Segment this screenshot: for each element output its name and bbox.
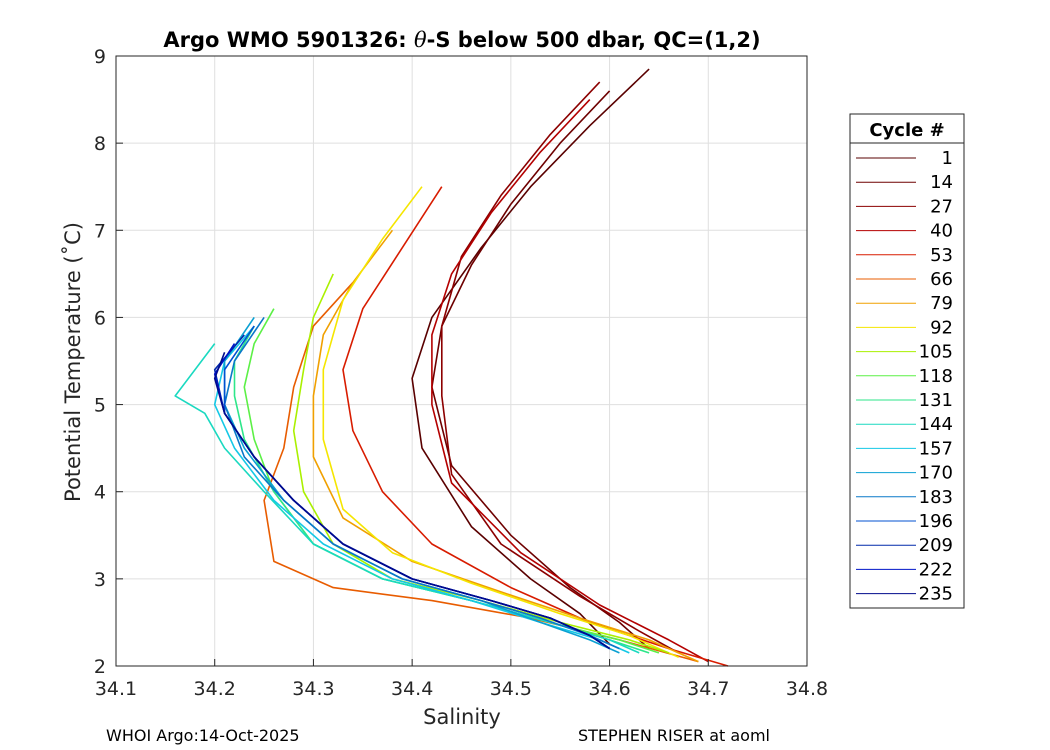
legend-label: 105 <box>919 342 953 363</box>
series-lines <box>174 68 729 667</box>
plot-area <box>116 56 807 666</box>
legend-label: 40 <box>930 221 953 242</box>
series-line-cycle-92 <box>322 186 680 659</box>
legend-entry: 222 <box>856 559 953 580</box>
legend-entry: 209 <box>856 535 953 556</box>
legend-label: 79 <box>930 293 953 314</box>
title-suffix: -S below 500 dbar, QC=(1,2) <box>427 28 761 52</box>
x-tick-label: 34.3 <box>292 678 334 700</box>
legend-label: 53 <box>930 245 953 266</box>
legend-label: 157 <box>919 438 953 459</box>
legend-title: Cycle # <box>869 120 944 141</box>
x-tick-label: 34.1 <box>95 678 137 700</box>
title-theta-symbol: θ <box>414 28 427 52</box>
y-axis-label: Potential Temperature (˚C) <box>61 222 85 502</box>
legend-entry: 105 <box>856 342 953 363</box>
y-tick-label: 6 <box>94 307 106 329</box>
x-tick-labels: 34.1 34.2 34.3 34.4 34.5 34.6 34.7 34.8 <box>95 678 828 700</box>
legend-box <box>849 113 965 609</box>
y-tick-label: 3 <box>94 569 106 591</box>
chart-title: Argo WMO 5901326: θ-S below 500 dbar, QC… <box>163 28 760 52</box>
legend-label: 170 <box>919 463 953 484</box>
series-line-cycle-235 <box>213 352 611 650</box>
legend-entry: 92 <box>856 317 953 338</box>
series-line-cycle-27 <box>440 81 680 654</box>
legend-entry: 53 <box>856 245 953 266</box>
x-tick-label: 34.6 <box>588 678 630 700</box>
legend-entry: 27 <box>856 196 953 217</box>
legend-label: 209 <box>919 535 953 556</box>
legend-entry: 157 <box>856 438 953 459</box>
legend-label: 66 <box>930 269 953 290</box>
legend-entry: 131 <box>856 390 953 411</box>
legend-label: 118 <box>919 366 953 387</box>
y-tick-label: 8 <box>94 133 106 155</box>
footer-date-credit: WHOI Argo:14-Oct-2025 <box>106 726 300 745</box>
x-tick-label: 34.7 <box>687 678 729 700</box>
y-tick-label: 7 <box>94 220 106 242</box>
legend-label: 144 <box>919 414 953 435</box>
tick-marks <box>115 55 808 667</box>
legend-entry: 1 <box>856 148 953 169</box>
legend-entry: 118 <box>856 366 953 387</box>
grid-lines <box>115 55 808 667</box>
footer-pi-credit: STEPHEN RISER at aoml <box>578 726 770 745</box>
legend-label: 235 <box>919 584 953 605</box>
legend-label: 1 <box>942 148 953 169</box>
y-tick-label: 9 <box>94 46 106 68</box>
legend-entry: 79 <box>856 293 953 314</box>
legend-entry: 14 <box>856 172 953 193</box>
legend-entry: 66 <box>856 269 953 290</box>
axes-frame <box>115 55 808 667</box>
y-tick-labels: 2 3 4 5 6 7 8 9 <box>94 46 106 678</box>
x-tick-label: 34.2 <box>194 678 236 700</box>
x-tick-label: 34.8 <box>786 678 828 700</box>
legend-entry: 170 <box>856 463 953 484</box>
legend-entry: 235 <box>856 584 953 605</box>
legend-entry: 196 <box>856 511 953 532</box>
legend-entry: 144 <box>856 414 953 435</box>
series-line-cycle-40 <box>431 99 709 663</box>
series-line-cycle-183 <box>223 316 620 650</box>
x-tick-label: 34.4 <box>391 678 433 700</box>
legend-entry: 40 <box>856 221 953 242</box>
series-line-cycle-79 <box>312 229 699 663</box>
legend-entry: 183 <box>856 487 953 508</box>
legend-label: 27 <box>930 196 953 217</box>
x-tick-label: 34.5 <box>490 678 532 700</box>
legend-label: 131 <box>919 390 953 411</box>
legend-label: 92 <box>930 317 953 338</box>
y-tick-label: 5 <box>94 395 106 417</box>
x-axis-label: Salinity <box>423 705 501 729</box>
y-tick-label: 2 <box>94 656 106 678</box>
legend-label: 196 <box>919 511 953 532</box>
y-tick-label: 4 <box>94 482 106 504</box>
legend: Cycle # 1 14 27 40 53 66 79 92 105 118 131 144 157 17… <box>849 113 965 609</box>
legend-label: 14 <box>930 172 953 193</box>
legend-label: 222 <box>919 559 953 580</box>
series-line-cycle-1 <box>411 68 650 645</box>
title-prefix: Argo WMO 5901326: <box>163 28 414 52</box>
legend-label: 183 <box>919 487 953 508</box>
legend-entries: 1 14 27 40 53 66 79 92 105 118 131 144 157 170 183 196 2… <box>856 148 953 605</box>
